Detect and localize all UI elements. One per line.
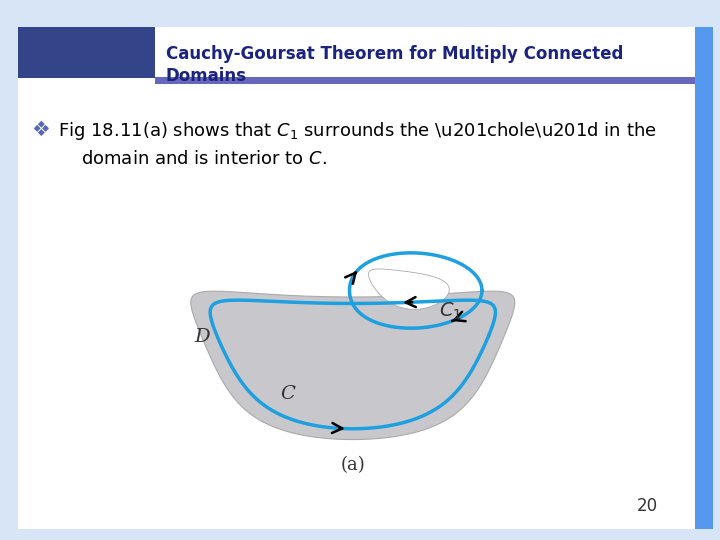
Text: C: C: [280, 384, 294, 402]
Text: (a): (a): [341, 456, 365, 475]
Polygon shape: [369, 269, 449, 309]
Polygon shape: [191, 291, 515, 440]
Text: ❖: ❖: [32, 120, 50, 140]
Text: Fig 18.11(a) shows that $C_1$ surrounds the \u201chole\u201d in the: Fig 18.11(a) shows that $C_1$ surrounds …: [58, 120, 657, 142]
Text: domain and is interior to $C$.: domain and is interior to $C$.: [81, 150, 327, 168]
Text: Domains: Domains: [166, 66, 246, 85]
Text: Cauchy-Goursat Theorem for Multiply Connected: Cauchy-Goursat Theorem for Multiply Conn…: [166, 45, 623, 63]
Text: D: D: [194, 328, 210, 346]
Text: $C_1$: $C_1$: [439, 300, 462, 322]
Text: 20: 20: [636, 497, 657, 515]
